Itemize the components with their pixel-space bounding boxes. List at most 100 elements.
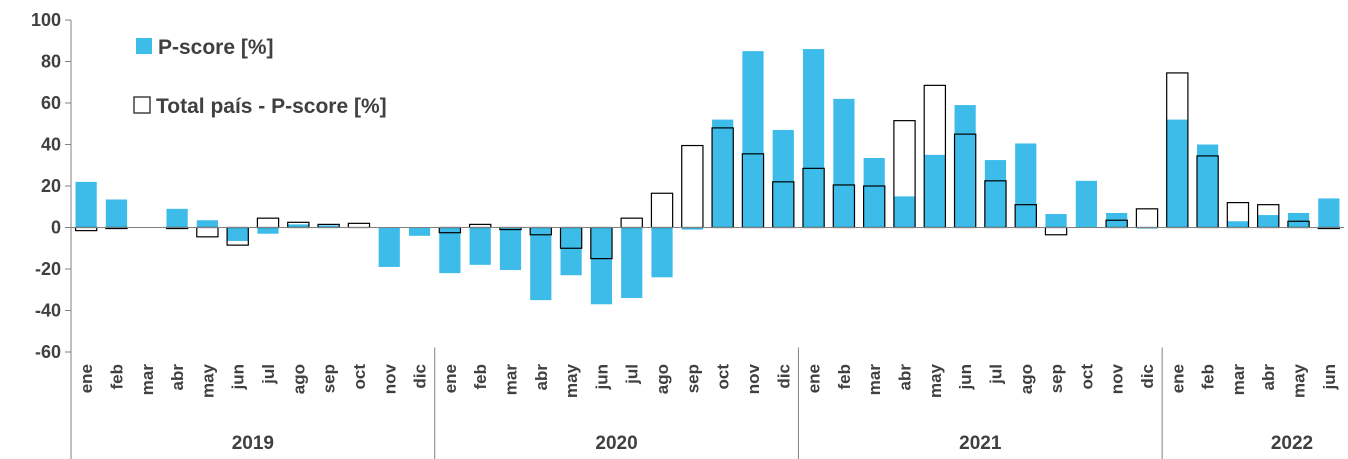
x-tick-label: jun (1320, 364, 1339, 391)
x-tick-label: dic (1138, 364, 1157, 389)
x-tick-label: oct (1077, 364, 1096, 390)
x-tick-label: jun (229, 364, 248, 391)
y-tick-label: 60 (41, 93, 61, 113)
bar-total-pais (650, 192, 674, 229)
bar-pscore (499, 227, 522, 271)
legend-label-pscore: P-score [%] (158, 36, 274, 59)
bar-pscore (378, 227, 400, 267)
x-tick-label: oct (714, 364, 733, 390)
bar-pscore (712, 119, 734, 228)
x-tick-label: sep (1047, 364, 1066, 393)
bar-pscore (833, 98, 855, 228)
bar-pscore (408, 227, 431, 236)
legend: P-score [%] Total país - P-score [%] (133, 36, 387, 118)
bar-pscore (1257, 215, 1279, 228)
bar-pscore (166, 208, 188, 228)
bar-pscore (530, 227, 552, 301)
y-tick-label: -60 (35, 342, 61, 362)
bar-pscore (318, 225, 340, 228)
x-tick-label: mar (865, 364, 884, 396)
year-label: 2022 (1271, 433, 1313, 454)
x-tick-label: ago (1017, 364, 1036, 394)
x-tick-label: feb (1199, 364, 1218, 390)
bar-pscore (227, 227, 249, 241)
bar-pscore (772, 129, 794, 228)
x-tick-label: jun (592, 364, 611, 391)
x-axis: ene feb mar abr may jun jul ago sep oct nov dic ene f… (70, 227, 1344, 459)
bar-pscore (742, 51, 764, 228)
bar-pscore (1318, 198, 1340, 228)
bar-pscore (1015, 143, 1037, 228)
bar-pscore (1075, 180, 1097, 228)
legend-label-total: Total país - P-score [%] (156, 95, 387, 118)
year-label: 2021 (959, 433, 1002, 454)
x-tick-label: mar (138, 364, 157, 396)
bar-pscore (75, 181, 97, 228)
y-tick-label: -40 (35, 301, 61, 321)
x-tick-label: abr (1259, 364, 1278, 391)
y-tick-label: 20 (41, 176, 61, 196)
x-tick-label: oct (350, 364, 369, 390)
bar-pscore (681, 227, 703, 230)
x-tick-label: jul (259, 364, 278, 385)
bar-pscore (105, 199, 128, 228)
x-tick-label: feb (835, 364, 854, 390)
bar-pscore (257, 227, 279, 234)
x-tick-label: jun (956, 364, 975, 391)
x-tick-label: jul (623, 364, 642, 385)
bar-total-pais (256, 217, 280, 229)
x-tick-label: feb (107, 364, 126, 390)
series-pscore (75, 49, 1340, 305)
x-tick-label: ene (1168, 364, 1187, 393)
x-tick-label: sep (320, 364, 339, 393)
x-tick-label: ago (289, 364, 308, 394)
bar-pscore (621, 227, 643, 299)
x-tick-label: abr (168, 364, 187, 391)
bar-pscore (469, 227, 491, 265)
x-tick-label: may (198, 363, 217, 398)
x-tick-label: ene (441, 364, 460, 393)
bar-total-pais (196, 226, 219, 238)
x-tick-label: dic (411, 364, 430, 389)
bar-pscore (802, 49, 825, 228)
x-tick-label: abr (896, 364, 915, 391)
x-tick-label: nov (744, 363, 763, 394)
x-tick-label: mar (501, 364, 520, 396)
x-tick-label: ene (77, 364, 96, 393)
bar-pscore (651, 227, 673, 278)
bar-total-pais (620, 217, 643, 229)
bar-total-pais (681, 144, 704, 229)
bar-pscore (1287, 212, 1310, 228)
bar-total-pais (347, 222, 371, 229)
bar-pscore (1227, 221, 1249, 228)
bar-pscore (560, 227, 582, 276)
year-label: 2020 (595, 433, 637, 454)
y-tick-label: 80 (41, 52, 61, 72)
y-axis: 100 80 60 40 20 0 -20 -40 -60 (31, 10, 72, 362)
y-tick-label: 0 (51, 218, 61, 238)
bar-pscore (954, 105, 976, 228)
x-tick-label: abr (532, 364, 551, 391)
bar-pscore (590, 227, 613, 305)
x-tick-label: sep (683, 364, 702, 393)
bar-pscore (984, 160, 1007, 228)
bar-pscore (196, 220, 219, 228)
x-tick-label: mar (1229, 364, 1248, 396)
y-tick-label: 100 (31, 10, 61, 30)
bar-pscore (1196, 144, 1219, 228)
bar-pscore (893, 196, 916, 228)
x-tick-label: dic (774, 364, 793, 389)
bar-pscore (1045, 214, 1067, 228)
bar-pscore (924, 154, 946, 228)
bar-total-pais (1044, 226, 1068, 236)
bar-total-pais (1135, 208, 1159, 229)
bar-pscore (863, 157, 885, 228)
x-tick-label: may (1290, 363, 1309, 398)
x-tick-label: may (926, 363, 945, 398)
x-tick-label: nov (380, 363, 399, 394)
x-tick-label: ago (653, 364, 672, 394)
year-label: 2019 (232, 433, 274, 454)
x-tick-label: feb (471, 364, 490, 390)
